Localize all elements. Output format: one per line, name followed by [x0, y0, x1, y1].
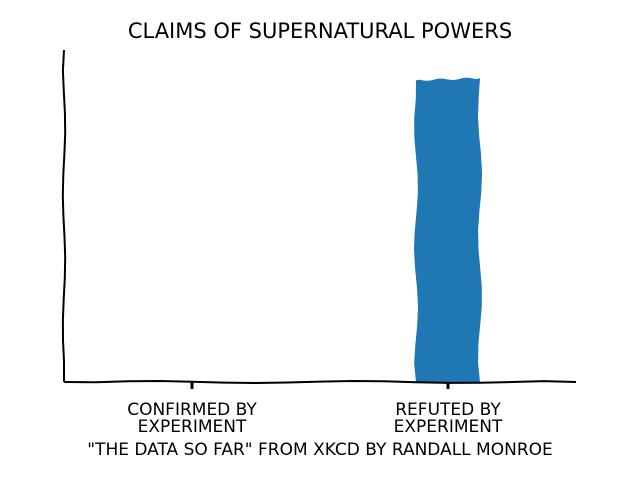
chart-title: CLAIMS OF SUPERNATURAL POWERS	[128, 19, 512, 43]
x-ticks-group: CONFIRMED BY EXPERIMENT REFUTED BY EXPERIME…	[127, 382, 503, 437]
x-tick-label-1: REFUTED BY EXPERIMENT	[394, 400, 503, 437]
bars-group	[414, 77, 482, 382]
y-axis-line	[61, 49, 67, 382]
x-axis-label: "THE DATA SO FAR" FROM XKCD BY RANDALL M…	[87, 440, 553, 460]
bar-1	[414, 77, 482, 382]
x-axis-line	[63, 379, 577, 385]
x-tick-label-0: CONFIRMED BY EXPERIMENT	[127, 400, 257, 437]
